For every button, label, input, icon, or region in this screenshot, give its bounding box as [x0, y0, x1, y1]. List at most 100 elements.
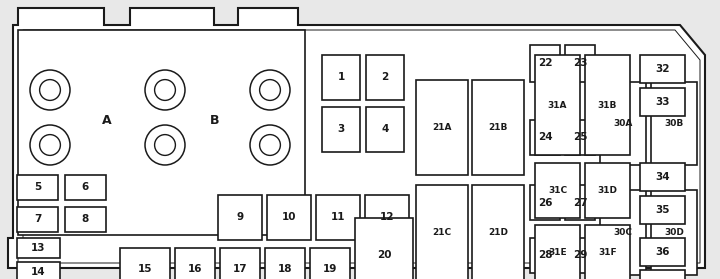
- Bar: [267, 195, 311, 240]
- Text: 35: 35: [655, 205, 670, 215]
- Bar: [565, 45, 595, 82]
- Text: B: B: [210, 114, 220, 126]
- Text: 7: 7: [34, 215, 41, 225]
- Circle shape: [260, 134, 280, 155]
- Circle shape: [155, 80, 176, 100]
- Circle shape: [40, 134, 60, 155]
- Text: 12: 12: [379, 213, 395, 222]
- Bar: [565, 120, 595, 155]
- Bar: [651, 82, 697, 165]
- Text: 1: 1: [338, 73, 345, 83]
- Text: 33: 33: [655, 97, 670, 107]
- Bar: [585, 163, 630, 218]
- Circle shape: [260, 80, 280, 100]
- Text: 16: 16: [188, 264, 202, 274]
- Bar: [220, 248, 260, 279]
- Bar: [530, 238, 560, 273]
- Circle shape: [30, 125, 70, 165]
- Text: 3: 3: [338, 124, 345, 134]
- Bar: [640, 196, 685, 224]
- Text: 11: 11: [330, 213, 346, 222]
- Bar: [322, 55, 360, 100]
- Bar: [535, 225, 580, 279]
- Text: 30D: 30D: [664, 228, 684, 237]
- Text: 31E: 31E: [548, 248, 567, 257]
- Polygon shape: [8, 8, 705, 268]
- Bar: [17, 262, 60, 279]
- Text: 8: 8: [82, 215, 89, 225]
- Bar: [65, 207, 106, 232]
- Text: 22: 22: [538, 59, 552, 69]
- Bar: [472, 80, 524, 175]
- Text: 19: 19: [323, 264, 337, 274]
- Text: 21A: 21A: [432, 123, 451, 132]
- Circle shape: [155, 134, 176, 155]
- Bar: [175, 248, 215, 279]
- Text: 36: 36: [655, 247, 670, 257]
- Text: 2: 2: [382, 73, 389, 83]
- Bar: [366, 107, 404, 152]
- Text: 25: 25: [572, 133, 588, 143]
- Bar: [472, 185, 524, 279]
- Circle shape: [40, 80, 60, 100]
- Text: 31B: 31B: [598, 100, 617, 109]
- Text: 30C: 30C: [613, 228, 632, 237]
- Circle shape: [145, 125, 185, 165]
- Bar: [530, 45, 560, 82]
- Text: A: A: [102, 114, 112, 126]
- Bar: [218, 195, 262, 240]
- Text: 28: 28: [538, 251, 552, 261]
- Bar: [265, 248, 305, 279]
- Text: 4: 4: [382, 124, 389, 134]
- Text: 27: 27: [572, 198, 588, 208]
- Text: 24: 24: [538, 133, 552, 143]
- Text: 34: 34: [655, 172, 670, 182]
- Text: 17: 17: [233, 264, 247, 274]
- Bar: [530, 120, 560, 155]
- Text: 29: 29: [573, 251, 588, 261]
- Text: 10: 10: [282, 213, 296, 222]
- Text: 31D: 31D: [598, 186, 618, 195]
- Text: 6: 6: [82, 182, 89, 193]
- Bar: [640, 270, 685, 279]
- Bar: [585, 55, 630, 155]
- Bar: [565, 238, 595, 273]
- Bar: [355, 218, 413, 279]
- Text: 26: 26: [538, 198, 552, 208]
- Bar: [322, 107, 360, 152]
- Circle shape: [145, 70, 185, 110]
- Text: 23: 23: [572, 59, 588, 69]
- Bar: [535, 163, 580, 218]
- Bar: [17, 175, 58, 200]
- Bar: [366, 55, 404, 100]
- Text: 18: 18: [278, 264, 292, 274]
- Text: 13: 13: [31, 243, 46, 253]
- Bar: [640, 55, 685, 83]
- Bar: [640, 163, 685, 191]
- Bar: [651, 190, 697, 275]
- Text: 21D: 21D: [488, 228, 508, 237]
- Bar: [18, 30, 305, 235]
- Text: 31C: 31C: [548, 186, 567, 195]
- Circle shape: [250, 70, 290, 110]
- Bar: [416, 80, 468, 175]
- Text: 21B: 21B: [488, 123, 508, 132]
- Text: 5: 5: [34, 182, 41, 193]
- Bar: [65, 175, 106, 200]
- Text: 30B: 30B: [665, 119, 683, 128]
- Bar: [530, 185, 560, 220]
- Text: 14: 14: [31, 267, 46, 277]
- Text: 31A: 31A: [548, 100, 567, 109]
- Bar: [365, 195, 409, 240]
- Bar: [120, 248, 170, 279]
- Bar: [316, 195, 360, 240]
- Text: 15: 15: [138, 264, 152, 274]
- Text: 32: 32: [655, 64, 670, 74]
- Bar: [600, 190, 646, 275]
- Bar: [640, 88, 685, 116]
- Bar: [310, 248, 350, 279]
- Text: 9: 9: [236, 213, 243, 222]
- Text: 21C: 21C: [433, 228, 451, 237]
- Text: 20: 20: [377, 250, 391, 260]
- Bar: [535, 55, 580, 155]
